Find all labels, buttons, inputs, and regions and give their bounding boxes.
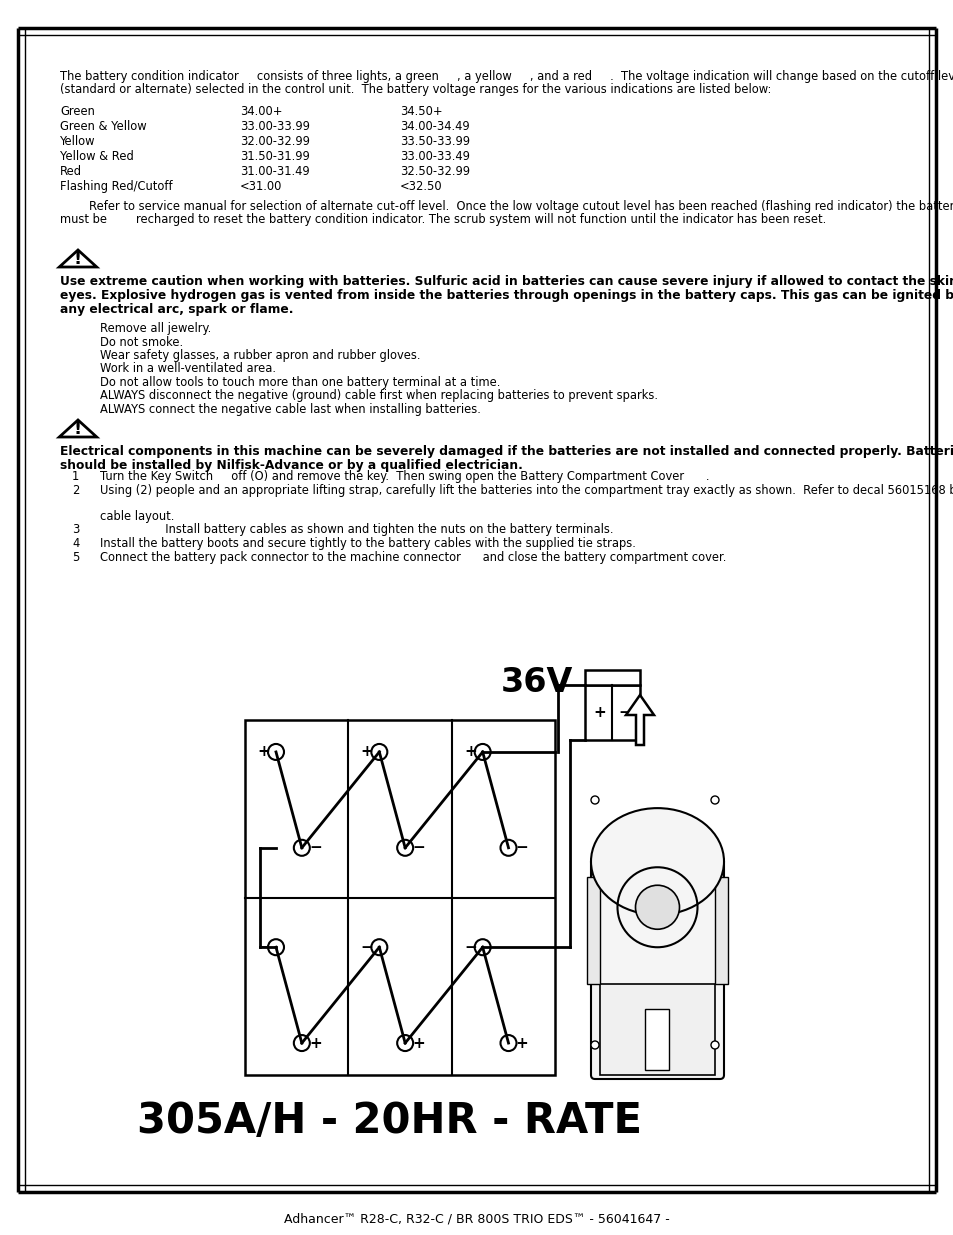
Bar [584, 685, 639, 740]
Text: −: − [618, 705, 631, 720]
Bar [714, 877, 727, 983]
FancyArrow shape [625, 695, 654, 745]
Text: (standard or alternate) selected in the control unit.  The battery voltage range: (standard or alternate) selected in the … [60, 83, 771, 96]
Text: !: ! [74, 420, 82, 438]
Text: +: + [360, 745, 373, 760]
Text: ALWAYS disconnect the negative (ground) cable first when replacing batteries to : ALWAYS disconnect the negative (ground) … [100, 389, 658, 403]
Text: 32.00-32.99: 32.00-32.99 [240, 135, 310, 148]
Text: Green: Green [60, 105, 94, 119]
Text: +: + [309, 1036, 321, 1051]
Text: 33.00-33.49: 33.00-33.49 [399, 149, 470, 163]
Text: eyes. Explosive hydrogen gas is vented from inside the batteries through opening: eyes. Explosive hydrogen gas is vented f… [60, 289, 953, 303]
Text: 36V: 36V [500, 666, 573, 699]
Text: 34.50+: 34.50+ [399, 105, 442, 119]
Bar [599, 983, 714, 1074]
Text: +: + [515, 1036, 528, 1051]
Text: Work in a well-ventilated area.: Work in a well-ventilated area. [100, 363, 275, 375]
Text: Refer to service manual for selection of alternate cut-off level.  Once the low : Refer to service manual for selection of… [60, 200, 953, 212]
Text: −: − [515, 840, 528, 856]
Text: Green & Yellow: Green & Yellow [60, 120, 147, 133]
Text: 31.00-31.49: 31.00-31.49 [240, 165, 310, 178]
Text: <32.50: <32.50 [399, 180, 442, 193]
Text: Do not allow tools to touch more than one battery terminal at a time.: Do not allow tools to touch more than on… [100, 375, 500, 389]
Text: Yellow & Red: Yellow & Red [60, 149, 133, 163]
Bar [584, 671, 639, 685]
Text: 33.50-33.99: 33.50-33.99 [399, 135, 470, 148]
Text: any electrical arc, spark or flame.: any electrical arc, spark or flame. [60, 303, 294, 316]
Text: !: ! [74, 251, 82, 268]
Bar [586, 877, 599, 983]
Text: 5: 5 [71, 551, 79, 564]
Bar [645, 1009, 669, 1070]
Text: +: + [463, 745, 476, 760]
Text: ALWAYS connect the negative cable last when installing batteries.: ALWAYS connect the negative cable last w… [100, 403, 480, 416]
Text: should be installed by Nilfisk-Advance or by a qualified electrician.: should be installed by Nilfisk-Advance o… [60, 459, 522, 472]
Text: Flashing Red/Cutoff: Flashing Red/Cutoff [60, 180, 172, 193]
Text: +: + [257, 745, 270, 760]
Text: Remove all jewelry.: Remove all jewelry. [100, 322, 211, 335]
Ellipse shape [590, 808, 723, 915]
Text: Yellow: Yellow [60, 135, 95, 148]
Circle shape [590, 1041, 598, 1049]
Text: cable layout.: cable layout. [100, 510, 174, 522]
Bar [245, 720, 555, 1074]
Text: Install battery cables as shown and tighten the nuts on the battery terminals.: Install battery cables as shown and tigh… [100, 522, 613, 536]
Text: −: − [463, 940, 476, 955]
Text: −: − [257, 940, 270, 955]
Text: 1: 1 [71, 471, 79, 483]
Text: Connect the battery pack connector to the machine connector      and close the b: Connect the battery pack connector to th… [100, 551, 725, 564]
Text: Adhancer™ R28-C, R32-C / BR 800S TRIO EDS™ - 56041647 -: Adhancer™ R28-C, R32-C / BR 800S TRIO ED… [284, 1213, 669, 1226]
Text: +: + [593, 705, 605, 720]
Text: must be        recharged to reset the battery condition indicator. The scrub sys: must be recharged to reset the battery c… [60, 212, 825, 226]
Text: Electrical components in this machine can be severely damaged if the batteries a: Electrical components in this machine ca… [60, 445, 953, 458]
Text: 33.00-33.99: 33.00-33.99 [240, 120, 310, 133]
FancyBboxPatch shape [590, 857, 723, 1079]
Circle shape [710, 1041, 719, 1049]
Text: Wear safety glasses, a rubber apron and rubber gloves.: Wear safety glasses, a rubber apron and … [100, 350, 420, 362]
Text: <31.00: <31.00 [240, 180, 282, 193]
Text: Use extreme caution when working with batteries. Sulfuric acid in batteries can : Use extreme caution when working with ba… [60, 275, 953, 288]
Text: Turn the Key Switch     off (O) and remove the key.  Then swing open the Battery: Turn the Key Switch off (O) and remove t… [100, 471, 709, 483]
Text: Red: Red [60, 165, 82, 178]
Text: 2: 2 [71, 484, 79, 496]
Circle shape [710, 797, 719, 804]
Text: Using (2) people and an appropriate lifting strap, carefully lift the batteries : Using (2) people and an appropriate lift… [100, 484, 953, 496]
Circle shape [590, 797, 598, 804]
Text: Do not smoke.: Do not smoke. [100, 336, 183, 348]
Text: Install the battery boots and secure tightly to the battery cables with the supp: Install the battery boots and secure tig… [100, 537, 636, 550]
Text: 34.00+: 34.00+ [240, 105, 282, 119]
Text: −: − [360, 940, 373, 955]
Text: 4: 4 [71, 537, 79, 550]
Text: −: − [309, 840, 321, 856]
Text: The battery condition indicator     consists of three lights, a green     , a ye: The battery condition indicator consists… [60, 70, 953, 83]
Text: 31.50-31.99: 31.50-31.99 [240, 149, 310, 163]
Circle shape [635, 885, 679, 929]
Text: −: − [412, 840, 424, 856]
Text: 32.50-32.99: 32.50-32.99 [399, 165, 470, 178]
Text: +: + [412, 1036, 424, 1051]
Text: 305A/H - 20HR - RATE: 305A/H - 20HR - RATE [137, 1100, 641, 1142]
Text: 3: 3 [71, 522, 79, 536]
Text: 34.00-34.49: 34.00-34.49 [399, 120, 469, 133]
